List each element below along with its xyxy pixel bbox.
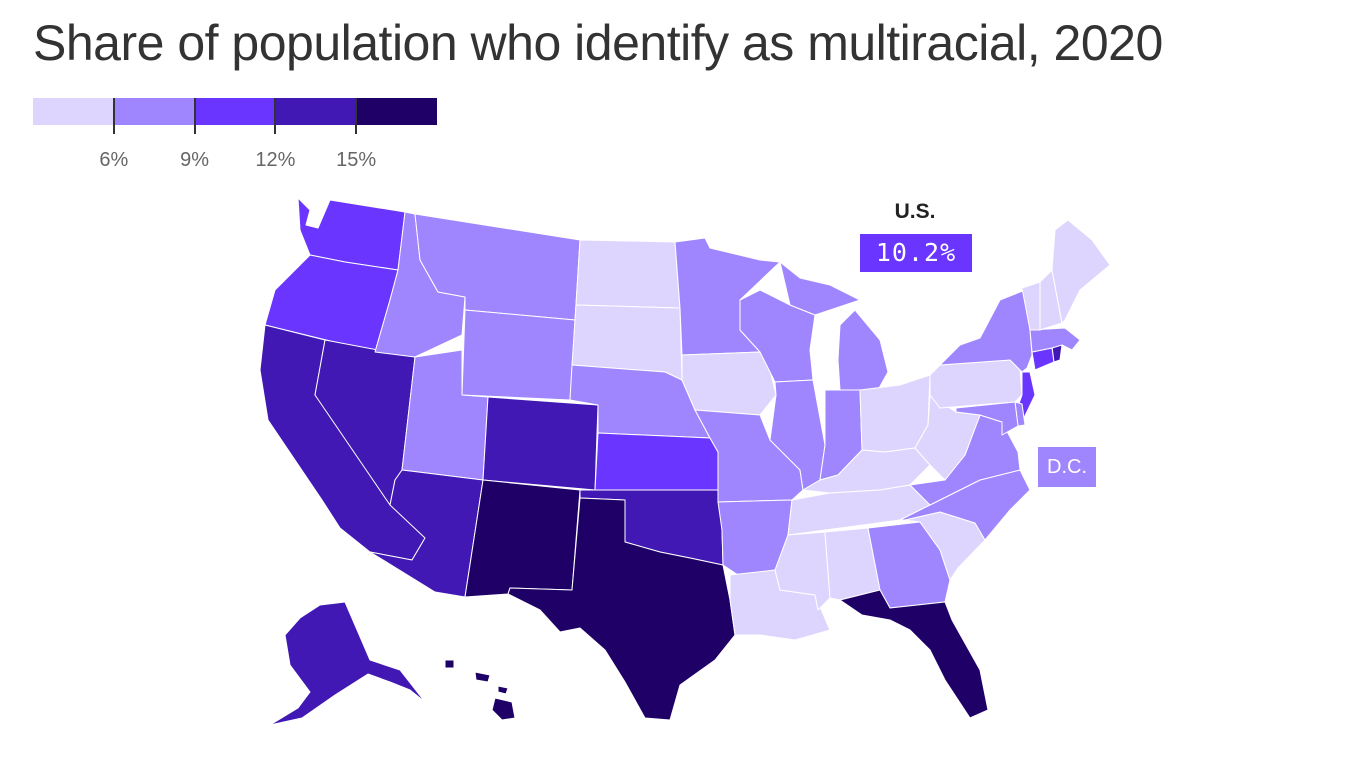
state-NY[interactable]: [939, 289, 1033, 373]
us-average-value: 10.2%: [860, 234, 972, 272]
legend-tick-label: 6%: [99, 149, 129, 171]
state-AK[interactable]: [269, 601, 426, 726]
state-FL[interactable]: [839, 589, 989, 719]
state-PA[interactable]: [929, 359, 1023, 409]
state-MO[interactable]: [694, 409, 804, 503]
us-choropleth-map: [259, 197, 1111, 726]
legend-swatch-5: [356, 98, 437, 125]
legend-swatch-4: [275, 98, 357, 125]
legend-tick-mark: [112, 98, 115, 134]
state-KS[interactable]: [594, 432, 719, 491]
state-IA[interactable]: [681, 351, 777, 416]
state-TX[interactable]: [507, 497, 736, 721]
legend-tick-mark: [355, 98, 358, 134]
state-ND[interactable]: [575, 239, 681, 309]
state-MA[interactable]: [1029, 327, 1081, 353]
state-HI[interactable]: [444, 659, 516, 721]
legend-swatch-2: [113, 98, 195, 125]
legend-tick-label: 12%: [255, 149, 296, 171]
chart-title: Share of population who identify as mult…: [33, 15, 1163, 71]
legend-tick-mark: [193, 98, 196, 134]
us-average-label: U.S.: [894, 200, 936, 223]
state-ME[interactable]: [1051, 219, 1111, 324]
state-MI[interactable]: [779, 261, 889, 391]
color-legend: 6% 9% 12% 15%: [33, 98, 443, 178]
legend-tick-mark: [274, 98, 277, 134]
legend-tick-label: 15%: [336, 149, 377, 171]
legend-swatch-3: [194, 98, 276, 125]
state-MD[interactable]: [955, 401, 1019, 436]
state-WI[interactable]: [739, 289, 816, 383]
state-WY[interactable]: [461, 309, 576, 401]
legend-swatch-1: [33, 98, 114, 125]
state-NM[interactable]: [464, 479, 581, 598]
legend-tick-label: 9%: [180, 149, 210, 171]
dc-callout[interactable]: D.C.: [1038, 447, 1096, 487]
state-CO[interactable]: [482, 396, 599, 491]
